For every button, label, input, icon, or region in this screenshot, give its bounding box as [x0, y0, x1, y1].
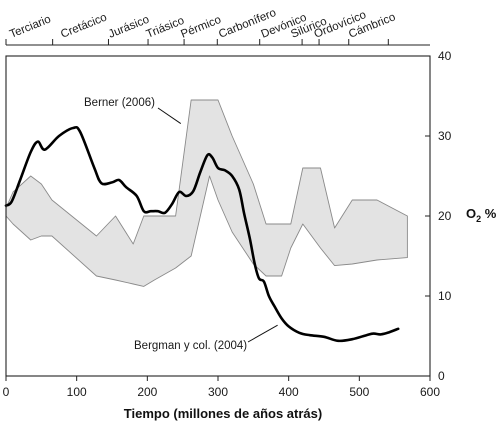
y-tick-label: 0 [438, 369, 445, 383]
x-tick-label: 0 [3, 385, 10, 399]
bergman-line [4, 125, 400, 343]
y-axis-title-main: O [466, 206, 476, 221]
y-axis-title-subscript: 2 [476, 214, 481, 224]
berner-band [5, 99, 408, 287]
annotation-bergman-label: Bergman y col. (2004) [134, 340, 247, 352]
x-tick-label: 500 [349, 385, 369, 399]
bergman-line-group [4, 125, 400, 343]
y-tick-label: 40 [438, 49, 452, 63]
x-axis-ticks: 0 100 200 300 400 500 600 [3, 376, 440, 399]
annotation-berner-label: Berner (2006) [84, 97, 155, 109]
y-axis-title-unit: % [481, 206, 497, 221]
period-label: Triásico [145, 15, 186, 41]
period-label: Cretácico [59, 11, 109, 40]
berner-band-group [5, 99, 408, 287]
x-axis-title: Tiempo (millones de años atrás) [124, 406, 322, 421]
y-tick-label: 30 [438, 129, 452, 143]
x-tick-label: 400 [279, 385, 299, 399]
x-tick-label: 600 [420, 385, 440, 399]
period-label: Pérmico [179, 14, 223, 41]
geologic-periods-bar: Terciario CretácicoJurásicoTriásicoPérmic… [5, 7, 430, 46]
period-label: Jurásico [107, 14, 151, 41]
period-label: Terciario [8, 13, 53, 40]
x-tick-label: 300 [208, 385, 228, 399]
x-tick-label: 100 [67, 385, 87, 399]
y-tick-label: 10 [438, 289, 452, 303]
annotation-berner-arrow [157, 107, 182, 125]
x-tick-label: 200 [137, 385, 157, 399]
y-tick-label: 20 [438, 209, 452, 223]
annotation-bergman-arrow [247, 324, 278, 343]
y-axis-ticks: 0 10 20 30 40 [425, 49, 452, 383]
annotations: Berner (2006) Bergman y col. (2004) [84, 97, 278, 352]
y-axis-title: O2 % [466, 206, 497, 224]
